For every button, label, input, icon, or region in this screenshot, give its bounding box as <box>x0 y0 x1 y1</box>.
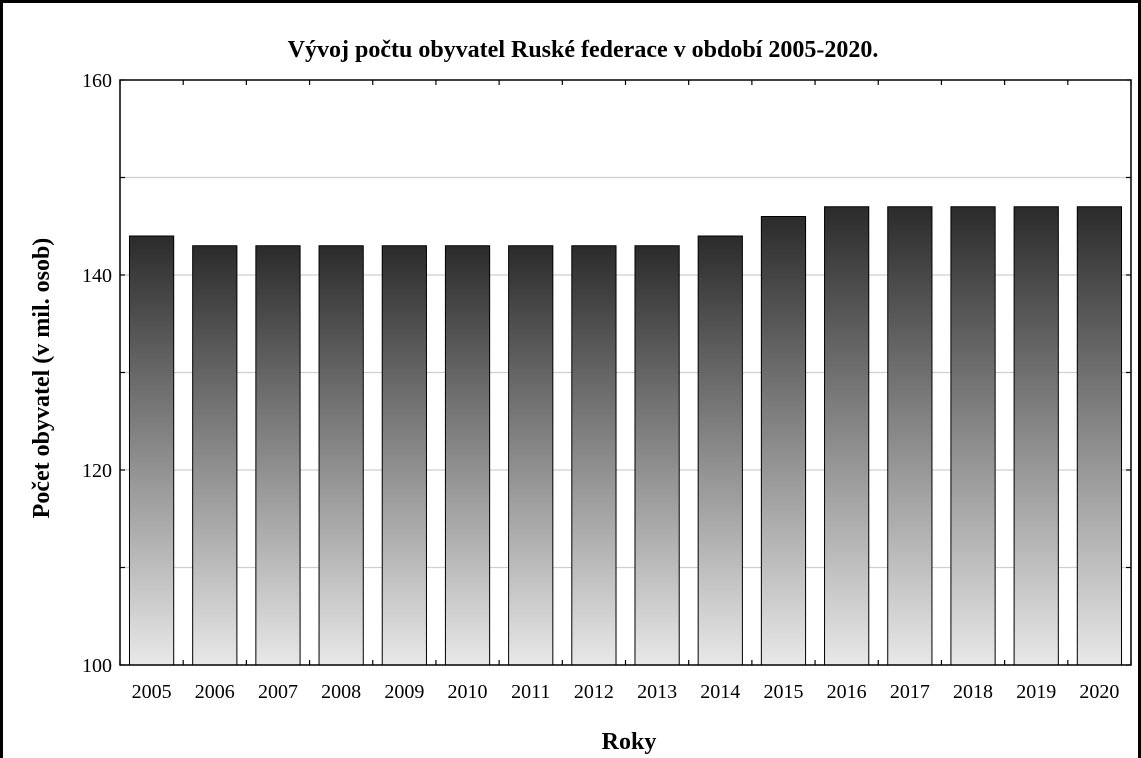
x-axis-label: Roky <box>602 729 657 755</box>
bars <box>128 206 1123 666</box>
x-tick-label: 2013 <box>637 681 677 703</box>
y-tick-labels: 100 120 140 160 <box>82 70 112 677</box>
bar-2020 <box>1076 206 1123 666</box>
bar-2010 <box>444 245 491 666</box>
x-tick-label: 2015 <box>763 681 803 703</box>
x-tick-label: 2006 <box>195 681 235 703</box>
y-tick-label: 100 <box>82 655 112 677</box>
x-tick-label: 2020 <box>1079 681 1119 703</box>
bar-2005 <box>128 235 175 666</box>
x-tick-label: 2007 <box>258 681 298 703</box>
x-tick-label: 2012 <box>574 681 614 703</box>
x-tick-label: 2016 <box>827 681 867 703</box>
x-tick-label: 2005 <box>132 681 172 703</box>
y-tick-label: 160 <box>82 70 112 92</box>
x-tick-label: 2008 <box>321 681 361 703</box>
bar-2012 <box>571 245 617 666</box>
bar-2007 <box>255 245 301 666</box>
y-tick-label: 140 <box>82 265 112 287</box>
y-axis-label: Počet obyvatel (v mil. osob) <box>29 238 55 519</box>
bar-2019 <box>1013 206 1059 666</box>
bar-2015 <box>760 216 807 666</box>
bar-2017 <box>887 206 933 666</box>
bar-2016 <box>824 206 870 666</box>
chart-title: Vývoj počtu obyvatel Ruské federace v ob… <box>288 37 879 63</box>
x-tick-label: 2019 <box>1016 681 1056 703</box>
x-tick-label: 2010 <box>448 681 488 703</box>
x-tick-label: 2011 <box>511 681 550 703</box>
bar-2013 <box>634 245 680 666</box>
y-tick-label: 120 <box>82 460 112 482</box>
x-tick-label: 2014 <box>700 681 740 703</box>
x-tick-label: 2009 <box>384 681 424 703</box>
bar-2006 <box>192 245 238 666</box>
bar-2014 <box>697 235 743 666</box>
x-tick-labels: 2005 2006 2007 2008 2009 2010 2011 2012 2013 2014… <box>132 681 1120 703</box>
bar-2009 <box>381 245 427 666</box>
axis-ticks <box>119 79 1132 666</box>
x-tick-label: 2017 <box>890 681 930 703</box>
bar-2011 <box>508 245 554 666</box>
x-tick-label: 2018 <box>953 681 993 703</box>
bar-2018 <box>950 206 996 666</box>
bar-2008 <box>318 245 364 666</box>
